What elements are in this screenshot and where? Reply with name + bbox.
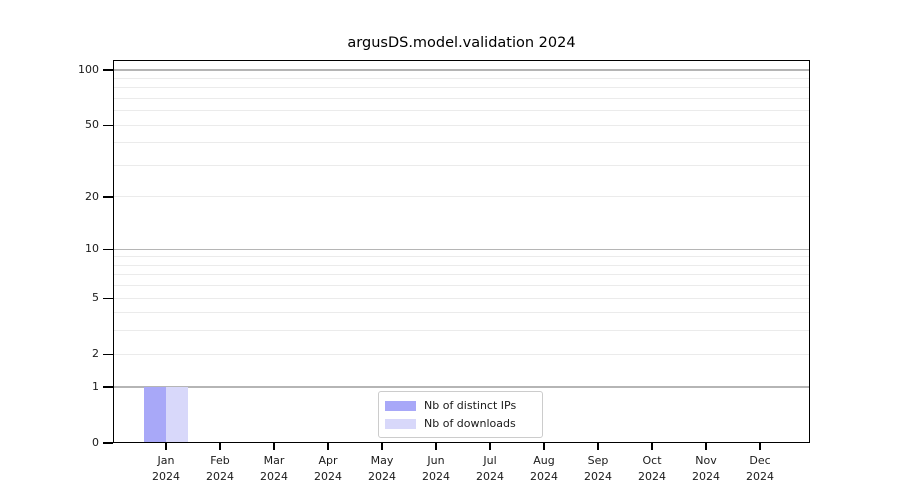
y-tick-label: 20 bbox=[85, 189, 99, 203]
x-tick bbox=[489, 443, 491, 450]
x-tick bbox=[219, 443, 221, 450]
x-tick-month: May bbox=[370, 454, 394, 467]
legend-label: Nb of distinct IPs bbox=[424, 399, 517, 412]
y-gridline-minor bbox=[113, 142, 810, 144]
y-tick bbox=[103, 297, 113, 299]
x-tick-year: 2024 bbox=[152, 469, 180, 483]
x-tick-year: 2024 bbox=[584, 469, 612, 483]
y-tick bbox=[103, 124, 113, 126]
legend-swatch bbox=[385, 400, 416, 411]
bar-nb-of-distinct-ips bbox=[144, 386, 166, 443]
y-tick bbox=[103, 442, 113, 444]
legend-entry: Nb of distinct IPs bbox=[385, 397, 536, 414]
x-tick-year: 2024 bbox=[260, 469, 288, 483]
x-tick bbox=[435, 443, 437, 450]
y-gridline-minor bbox=[113, 77, 810, 79]
x-tick-label: Jul 2024 bbox=[463, 453, 517, 484]
y-tick-label: 0 bbox=[92, 436, 99, 449]
y-gridline-minor bbox=[113, 256, 810, 258]
x-tick-label: Aug 2024 bbox=[517, 453, 571, 484]
x-tick-label: Dec 2024 bbox=[733, 453, 787, 484]
x-tick bbox=[273, 443, 275, 450]
y-tick-label: 1 bbox=[92, 379, 99, 393]
y-tick-label: 10 bbox=[85, 242, 99, 256]
x-tick-month: Oct bbox=[642, 454, 662, 467]
x-tick-label: Sep 2024 bbox=[571, 453, 625, 484]
x-tick-label: Feb 2024 bbox=[193, 453, 247, 484]
x-tick bbox=[543, 443, 545, 450]
x-tick bbox=[705, 443, 707, 450]
x-tick-year: 2024 bbox=[314, 469, 342, 483]
y-tick bbox=[103, 196, 113, 198]
x-tick-label: Apr 2024 bbox=[301, 453, 355, 484]
x-tick-year: 2024 bbox=[638, 469, 666, 483]
y-gridline-major bbox=[113, 386, 810, 388]
y-tick-label: 50 bbox=[85, 118, 99, 132]
chart-title: argusDS.model.validation 2024 bbox=[347, 35, 576, 51]
y-gridline-major bbox=[113, 69, 810, 71]
x-tick-month: Apr bbox=[318, 454, 338, 467]
x-tick-month: Dec bbox=[749, 454, 771, 467]
y-gridline-minor bbox=[113, 353, 810, 355]
y-gridline-minor bbox=[113, 312, 810, 314]
bar-nb-of-downloads bbox=[166, 386, 188, 443]
x-tick-label: Mar 2024 bbox=[247, 453, 301, 484]
x-tick-month: Sep bbox=[587, 454, 609, 467]
x-tick-year: 2024 bbox=[746, 469, 774, 483]
x-tick-month: Jul bbox=[483, 454, 497, 467]
y-tick bbox=[103, 353, 113, 355]
legend-swatch bbox=[385, 418, 416, 429]
x-tick-year: 2024 bbox=[368, 469, 396, 483]
y-gridline-minor bbox=[113, 110, 810, 112]
x-tick-month: Nov bbox=[695, 454, 717, 467]
y-tick bbox=[103, 69, 113, 71]
x-tick-month: Feb bbox=[210, 454, 230, 467]
x-tick bbox=[381, 443, 383, 450]
y-tick-label: 5 bbox=[92, 291, 99, 305]
y-gridline-minor bbox=[113, 264, 810, 266]
x-tick-month: Mar bbox=[263, 454, 285, 467]
y-gridline-minor bbox=[113, 124, 810, 126]
x-tick-year: 2024 bbox=[476, 469, 504, 483]
x-tick-year: 2024 bbox=[530, 469, 558, 483]
x-tick-label: Jun 2024 bbox=[409, 453, 463, 484]
x-tick bbox=[165, 443, 167, 450]
x-tick bbox=[597, 443, 599, 450]
y-tick-label: 2 bbox=[92, 347, 99, 361]
y-gridline-minor bbox=[113, 87, 810, 89]
y-gridline-minor bbox=[113, 297, 810, 299]
y-tick-label: 100 bbox=[78, 63, 99, 76]
x-tick-label: Oct 2024 bbox=[625, 453, 679, 484]
y-tick bbox=[103, 248, 113, 250]
y-tick bbox=[103, 386, 113, 388]
x-tick-month: Aug bbox=[533, 454, 555, 467]
x-tick-label: Nov 2024 bbox=[679, 453, 733, 484]
y-gridline-minor bbox=[113, 274, 810, 276]
y-gridline-minor bbox=[113, 196, 810, 198]
y-gridline-minor bbox=[113, 97, 810, 99]
legend-entry: Nb of downloads bbox=[385, 415, 536, 432]
x-tick bbox=[327, 443, 329, 450]
x-tick-year: 2024 bbox=[422, 469, 450, 483]
y-gridline-major bbox=[113, 248, 810, 250]
x-tick bbox=[759, 443, 761, 450]
legend: Nb of distinct IPs Nb of downloads bbox=[378, 391, 543, 438]
x-tick-label: Jan 2024 bbox=[139, 453, 193, 484]
y-gridline-minor bbox=[113, 330, 810, 332]
legend-label: Nb of downloads bbox=[424, 417, 516, 430]
x-tick-year: 2024 bbox=[692, 469, 720, 483]
y-gridline-minor bbox=[113, 285, 810, 287]
x-tick-year: 2024 bbox=[206, 469, 234, 483]
x-tick-month: Jun bbox=[427, 454, 445, 467]
y-gridline-minor bbox=[113, 164, 810, 166]
x-tick bbox=[651, 443, 653, 450]
x-tick-month: Jan bbox=[157, 454, 175, 467]
x-tick-label: May 2024 bbox=[355, 453, 409, 484]
